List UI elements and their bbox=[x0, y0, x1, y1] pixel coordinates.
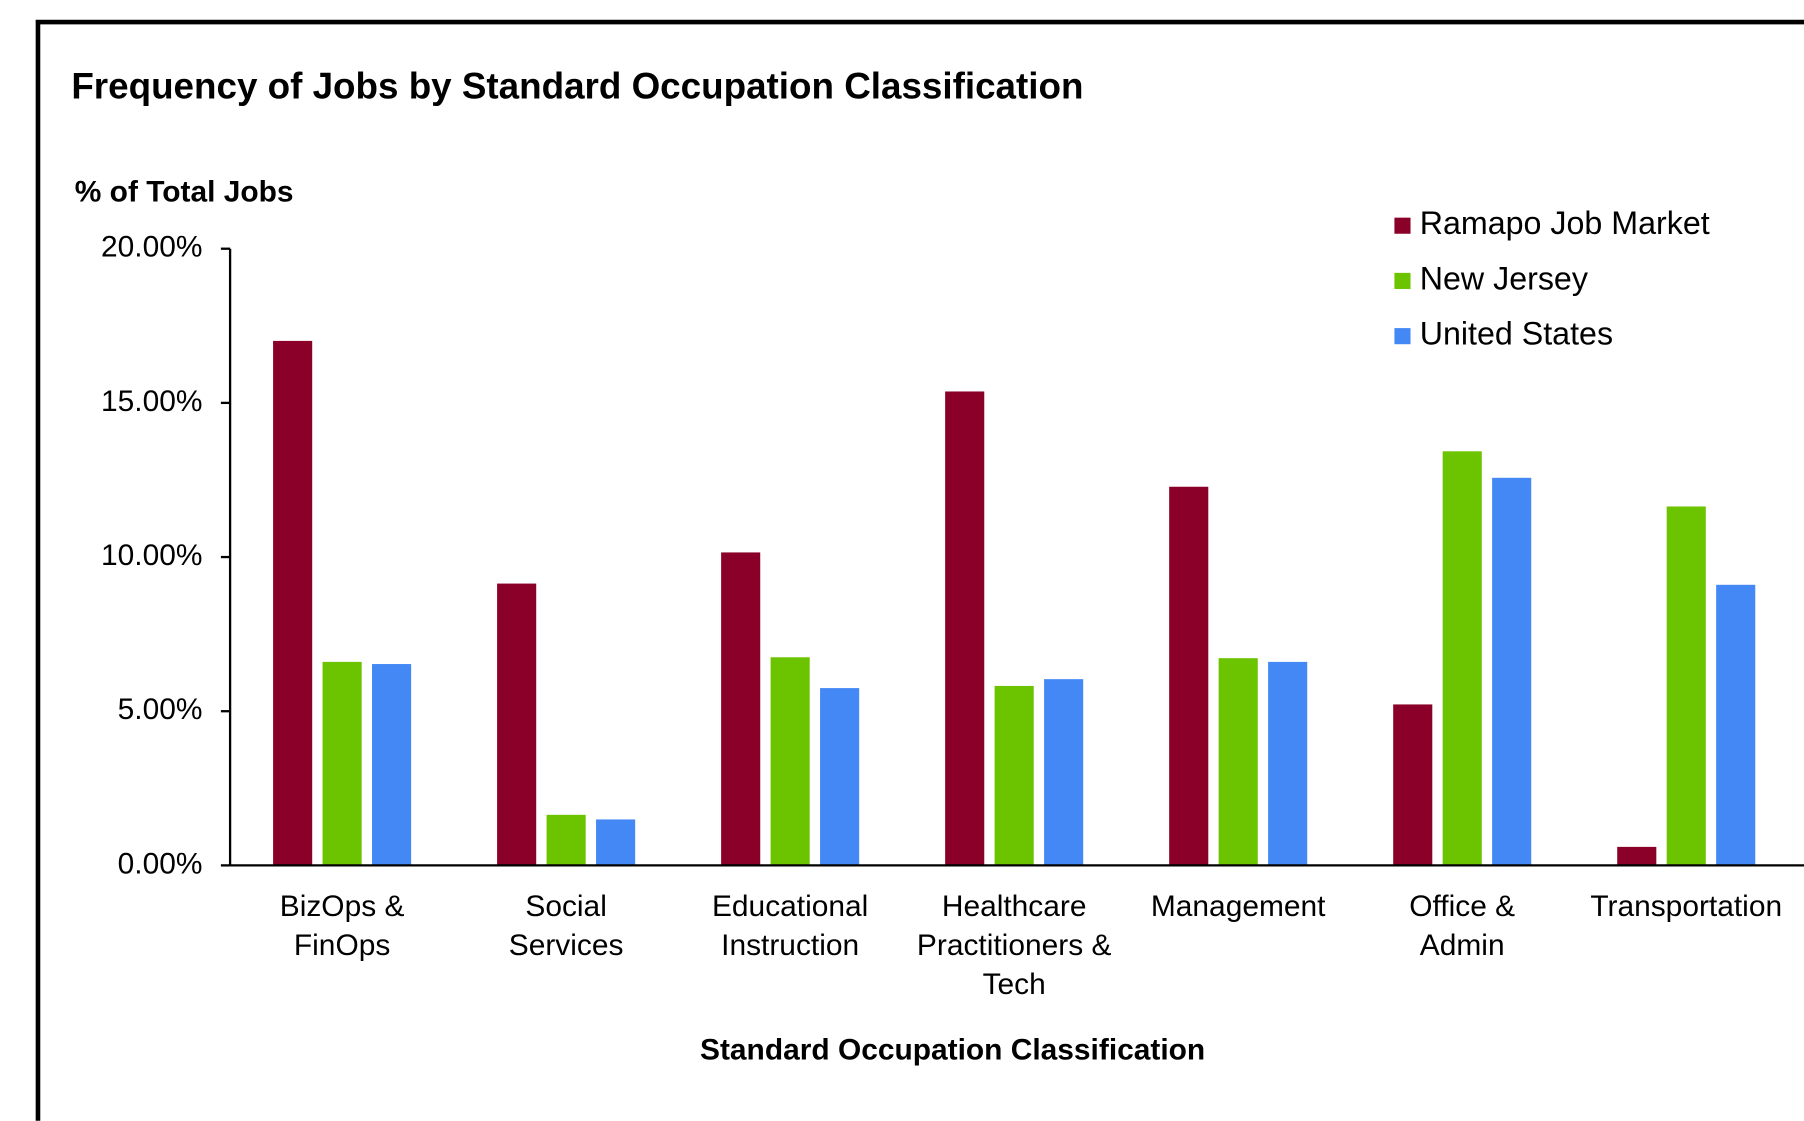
bar bbox=[1666, 506, 1706, 866]
bar bbox=[1716, 584, 1756, 866]
bar bbox=[721, 552, 761, 866]
x-tick-label-box: BizOps & FinOps bbox=[279, 888, 405, 963]
x-tick-label-box: Social Services bbox=[508, 888, 624, 963]
x-tick-label-box: Educational Instruction bbox=[711, 888, 869, 963]
x-tick-label-box: Transportation bbox=[1590, 888, 1783, 923]
legend-swatch bbox=[1394, 272, 1411, 289]
bar bbox=[994, 685, 1034, 866]
bar bbox=[1393, 704, 1433, 866]
bar bbox=[1492, 477, 1532, 866]
bar bbox=[596, 819, 636, 866]
bar bbox=[1218, 658, 1258, 866]
x-tick-label: Management bbox=[1150, 888, 1326, 923]
bar bbox=[820, 688, 860, 866]
x-tick-label: Educational Instruction bbox=[711, 888, 869, 963]
bar bbox=[546, 814, 586, 866]
legend-swatch bbox=[1394, 217, 1411, 234]
x-tick-label-box: Healthcare Practitioners & Tech bbox=[916, 888, 1112, 1002]
frame bbox=[35, 19, 1804, 1121]
bar bbox=[1169, 486, 1209, 866]
x-tick-label-box: Management bbox=[1150, 888, 1326, 923]
y-axis-title: % of Total Jobs bbox=[75, 175, 294, 208]
legend-label: New Jersey bbox=[1420, 260, 1589, 296]
y-tick-label: 20.00% bbox=[101, 231, 202, 264]
y-tick-label: 5.00% bbox=[118, 693, 203, 726]
bar bbox=[1442, 451, 1482, 866]
x-tick-label: Social Services bbox=[508, 888, 624, 963]
x-tick-label: Office & Admin bbox=[1409, 888, 1516, 963]
legend-swatch bbox=[1394, 328, 1411, 345]
x-tick-label: Healthcare Practitioners & Tech bbox=[916, 888, 1112, 1002]
bar bbox=[1044, 679, 1084, 866]
legend-label: United States bbox=[1420, 316, 1613, 352]
x-tick-label: BizOps & FinOps bbox=[279, 888, 405, 963]
bar bbox=[322, 661, 362, 866]
bar bbox=[497, 583, 537, 866]
bar bbox=[273, 340, 313, 866]
y-tick-label: 15.00% bbox=[101, 385, 202, 418]
legend-label: Ramapo Job Market bbox=[1420, 205, 1710, 241]
x-tick-label: Transportation bbox=[1590, 888, 1783, 923]
y-tick-label: 10.00% bbox=[101, 539, 202, 572]
bar bbox=[770, 657, 810, 866]
bar bbox=[1268, 661, 1308, 866]
y-tick-label: 0.00% bbox=[118, 847, 203, 880]
bar bbox=[1617, 846, 1657, 866]
bar bbox=[372, 664, 412, 866]
bar bbox=[945, 391, 985, 866]
x-axis-title: Standard Occupation Classification bbox=[700, 1034, 1205, 1067]
x-tick-label-box: Office & Admin bbox=[1409, 888, 1516, 963]
chart-title: Frequency of Jobs by Standard Occupation… bbox=[71, 66, 1083, 107]
